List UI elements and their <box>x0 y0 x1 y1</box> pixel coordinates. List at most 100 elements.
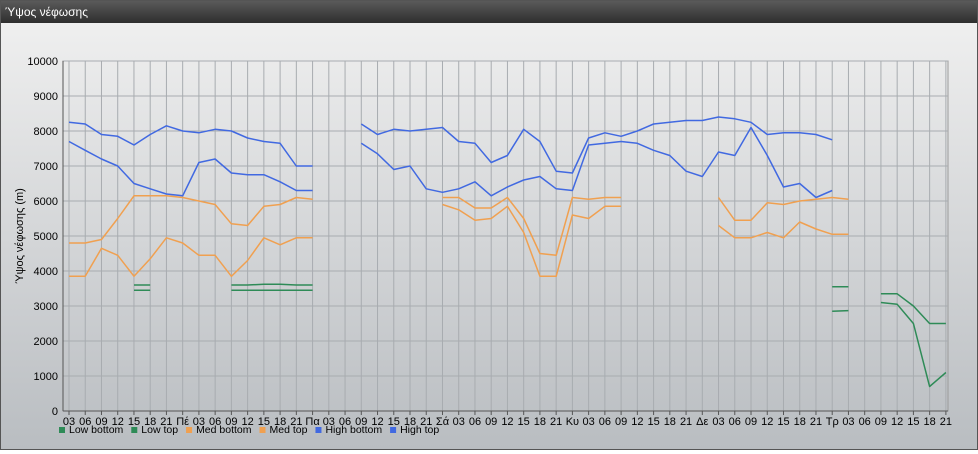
x-tick-label: 15 <box>907 416 919 428</box>
x-tick-label: Πα <box>305 416 320 428</box>
x-tick-label: 21 <box>290 416 302 428</box>
x-tick-label: 03 <box>453 416 465 428</box>
y-tick-label: 7000 <box>34 161 58 173</box>
series-line-segment <box>442 196 622 257</box>
x-tick-label: Σά <box>436 416 450 428</box>
legend-label: Low top <box>141 424 178 436</box>
x-tick-label: 09 <box>355 416 367 428</box>
series-high-bottom <box>68 126 833 199</box>
legend-label: Med bottom <box>196 424 252 436</box>
x-tick-label: 03 <box>583 416 595 428</box>
x-tick-label: 21 <box>160 416 172 428</box>
y-tick-label: 6000 <box>34 196 58 208</box>
series-line-segment <box>69 237 313 278</box>
y-tick-label: 8000 <box>34 126 58 138</box>
x-tick-label: 21 <box>810 416 822 428</box>
series-line-segment <box>231 283 313 286</box>
x-tick-label: 03 <box>842 416 854 428</box>
x-tick-label: 15 <box>518 416 530 428</box>
legend-item: Med bottom <box>186 424 252 436</box>
y-tick-label: 10000 <box>27 56 58 68</box>
legend-label: High bottom <box>325 424 382 436</box>
y-tick-label: 1000 <box>34 371 58 383</box>
legend-label: Med top <box>270 424 308 436</box>
y-tick-label: 4000 <box>34 266 58 278</box>
series-line-segment <box>68 140 313 197</box>
series-line-segment <box>360 126 833 199</box>
legend-swatch <box>186 427 193 433</box>
x-tick-label: 06 <box>729 416 741 428</box>
x-tick-label: 15 <box>777 416 789 428</box>
x-tick-label: 18 <box>794 416 806 428</box>
y-tick-label: 3000 <box>34 301 58 313</box>
window-titlebar: Ύψος νέφωσης <box>1 1 977 23</box>
x-tick-label: 18 <box>404 416 416 428</box>
legend-swatch <box>259 427 266 433</box>
x-tick-label: Δε <box>696 416 708 428</box>
x-tick-label: 21 <box>680 416 692 428</box>
x-tick-label: 03 <box>323 416 335 428</box>
y-tick-label: 2000 <box>34 336 58 348</box>
series-med-bottom <box>69 203 849 278</box>
series-line-segment <box>832 309 849 313</box>
series-line-segment <box>718 221 849 239</box>
x-tick-label: 12 <box>501 416 513 428</box>
x-tick-label: 18 <box>274 416 286 428</box>
x-tick-label: 06 <box>79 416 91 428</box>
series-low-top <box>134 283 946 325</box>
x-tick-label: 18 <box>534 416 546 428</box>
legend-item: Low top <box>131 424 178 436</box>
x-tick-label: 15 <box>128 416 140 428</box>
x-tick-label: 21 <box>940 416 952 428</box>
x-tick-label: 09 <box>485 416 497 428</box>
series-line-segment <box>68 121 313 167</box>
legend-swatch <box>390 427 397 433</box>
legend-item: Low bottom <box>59 424 124 436</box>
legend-item: Med top <box>259 424 308 436</box>
x-tick-label: 06 <box>599 416 611 428</box>
legend-item: High top <box>390 424 439 436</box>
x-tick-label: 09 <box>875 416 887 428</box>
x-tick-label: 21 <box>550 416 562 428</box>
series-line-segment <box>880 301 947 388</box>
x-tick-label: 12 <box>371 416 383 428</box>
x-tick-label: Κυ <box>566 416 579 428</box>
legend-swatch <box>315 427 322 433</box>
x-tick-label: 18 <box>924 416 936 428</box>
x-tick-label: 12 <box>631 416 643 428</box>
x-tick-label: Τρ <box>826 416 839 428</box>
x-tick-label: 12 <box>241 416 253 428</box>
x-tick-label: 06 <box>859 416 871 428</box>
x-tick-label: Πέ <box>176 416 189 428</box>
y-tick-label: 5000 <box>34 231 58 243</box>
series-high-top <box>68 116 833 174</box>
series-med-top <box>69 195 849 257</box>
chart-container: 0 1000 2000 3000 4000 5000 6000 7000 8000 9000 100… <box>1 23 977 449</box>
y-axis-label: Ύψος νέφωσης (m) <box>14 188 26 284</box>
x-tick-label: 09 <box>745 416 757 428</box>
window-title: Ύψος νέφωσης <box>5 5 88 19</box>
series-line-segment <box>717 196 849 222</box>
legend-label: High top <box>400 424 439 436</box>
x-tick-label: 03 <box>63 416 75 428</box>
series-line-segment <box>69 195 313 244</box>
x-tick-label: 15 <box>647 416 659 428</box>
y-tick-label: 0 <box>52 406 58 418</box>
x-tick-label: 15 <box>258 416 270 428</box>
cloud-height-chart: 0 1000 2000 3000 4000 5000 6000 7000 8000 9000 100… <box>1 23 977 449</box>
x-tick-label: 03 <box>712 416 724 428</box>
y-tick-label: 9000 <box>34 91 58 103</box>
series-low-bottom <box>134 289 947 388</box>
x-tick-label: 15 <box>388 416 400 428</box>
series-line-segment <box>442 203 622 278</box>
x-tick-label: 09 <box>225 416 237 428</box>
x-tick-label: 06 <box>469 416 481 428</box>
x-tick-label: 03 <box>193 416 205 428</box>
x-tick-label: 18 <box>144 416 156 428</box>
legend-swatch <box>131 427 138 433</box>
x-tick-label: 18 <box>664 416 676 428</box>
series-line-segment <box>360 116 833 174</box>
x-tick-label: 21 <box>420 416 432 428</box>
legend-item: High bottom <box>315 424 382 436</box>
